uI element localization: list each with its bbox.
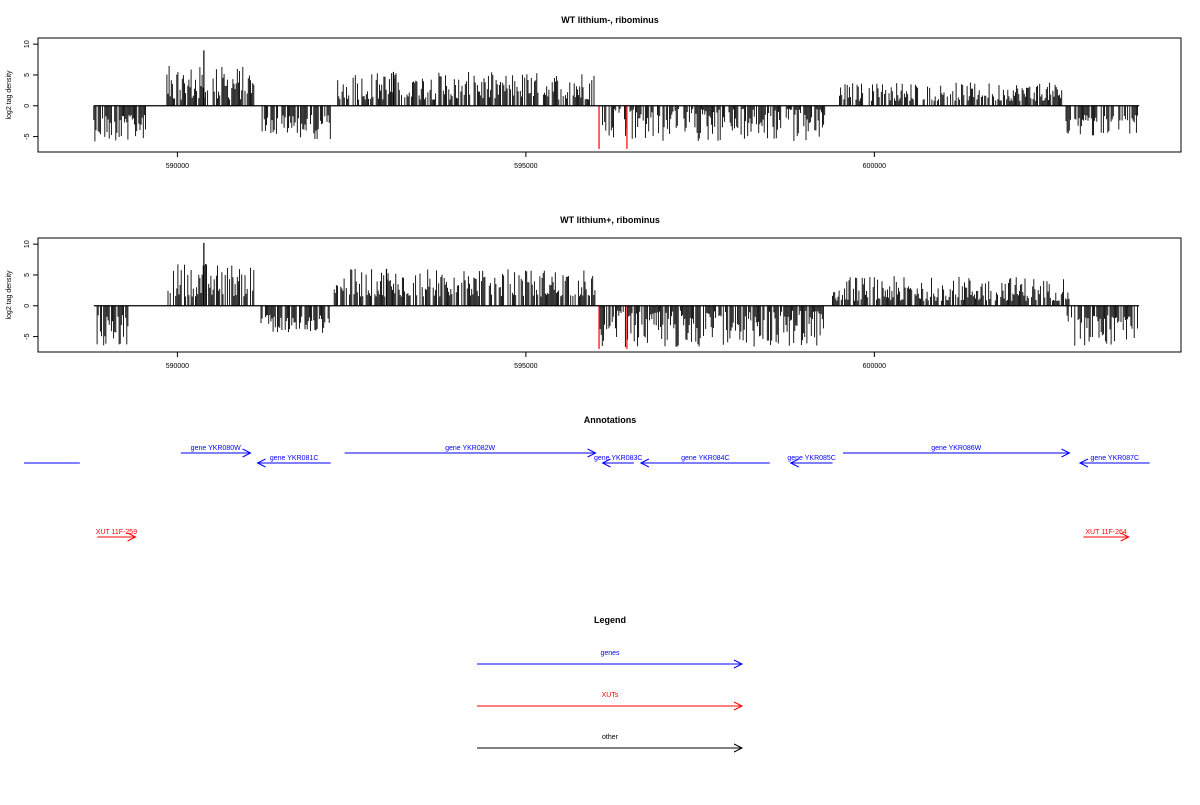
y-tick-label: 5 xyxy=(24,273,31,277)
legend-title: Legend xyxy=(594,615,626,625)
gene-label: gene YKR080W xyxy=(191,445,241,452)
gene-arrow: gene YKR087C xyxy=(1078,455,1150,468)
x-tick-label: 590000 xyxy=(166,363,189,370)
axis-ticks: -5 0 5 10 590000 595000 600000 xyxy=(24,40,886,170)
gene-label: gene YKR082W xyxy=(445,445,495,452)
xut-label: XUT 11F-259 xyxy=(96,529,137,536)
gene-arrow: gene YKR085C xyxy=(787,455,836,468)
gene-label: gene YKR083C xyxy=(594,455,643,462)
gene-arrow: gene YKR084C xyxy=(639,455,770,468)
gene-arrow: gene YKR082W xyxy=(344,445,597,458)
y-tick-label: 0 xyxy=(24,304,31,308)
annotations-title: Annotations xyxy=(584,415,637,425)
y-tick-label: 10 xyxy=(24,240,31,248)
y-tick-label: -5 xyxy=(24,133,31,139)
xut-label: XUT 11F-264 xyxy=(1085,529,1126,536)
y-tick-label: 0 xyxy=(24,104,31,108)
panel-lithium-plus: WT lithium+, ribominus log2 tag density … xyxy=(6,215,1182,370)
legend-label: other xyxy=(602,734,619,741)
y-axis-label: log2 tag density xyxy=(6,70,13,120)
x-tick-label: 600000 xyxy=(863,163,886,170)
gene-arrow: gene YKR083C xyxy=(594,455,643,468)
legend-item: genes xyxy=(477,650,744,669)
gene-label: gene YKR081C xyxy=(270,455,319,462)
plot-frame xyxy=(37,237,1182,353)
xut-arrow: XUT 11F-264 xyxy=(1083,529,1130,542)
density-bars xyxy=(96,242,1138,349)
panel-title: WT lithium+, ribominus xyxy=(560,215,660,225)
gene-label: gene YKR086W xyxy=(931,445,981,452)
axis-ticks: -5 0 5 10 590000 595000 600000 xyxy=(24,240,886,370)
gene-track: gene YKR080W gene YKR081C gene YKR082W gene… xyxy=(24,445,1150,468)
density-bars xyxy=(93,50,1138,149)
panel-title: WT lithium-, ribominus xyxy=(561,15,659,25)
legend-item: other xyxy=(477,734,744,753)
panel-lithium-minus: WT lithium-, ribominus log2 tag density … xyxy=(6,15,1182,170)
gene-arrow: gene YKR086W xyxy=(842,445,1071,458)
plot-frame xyxy=(37,37,1182,153)
legend-items: genes XUTs other xyxy=(477,650,744,753)
legend-item: XUTs xyxy=(477,692,744,711)
gene-arrow: gene YKR080W xyxy=(180,445,252,458)
gene-label: gene YKR084C xyxy=(681,455,730,462)
x-tick-label: 595000 xyxy=(514,363,537,370)
x-tick-label: 590000 xyxy=(166,163,189,170)
legend-label: genes xyxy=(600,650,620,657)
x-tick-label: 595000 xyxy=(514,163,537,170)
gene-label: gene YKR087C xyxy=(1091,455,1140,462)
xut-arrow: XUT 11F-259 xyxy=(96,529,137,542)
legend: Legend genes XUTs other xyxy=(477,615,744,753)
xut-track: XUT 11F-259 XUT 11F-264 xyxy=(96,529,1130,542)
y-axis-label: log2 tag density xyxy=(6,270,13,320)
y-tick-label: 10 xyxy=(24,40,31,48)
legend-label: XUTs xyxy=(602,692,619,699)
gene-label: gene YKR085C xyxy=(787,455,836,462)
y-tick-label: -5 xyxy=(24,333,31,339)
x-tick-label: 600000 xyxy=(863,363,886,370)
gene-arrow: gene YKR081C xyxy=(256,455,331,468)
y-tick-label: 5 xyxy=(24,73,31,77)
